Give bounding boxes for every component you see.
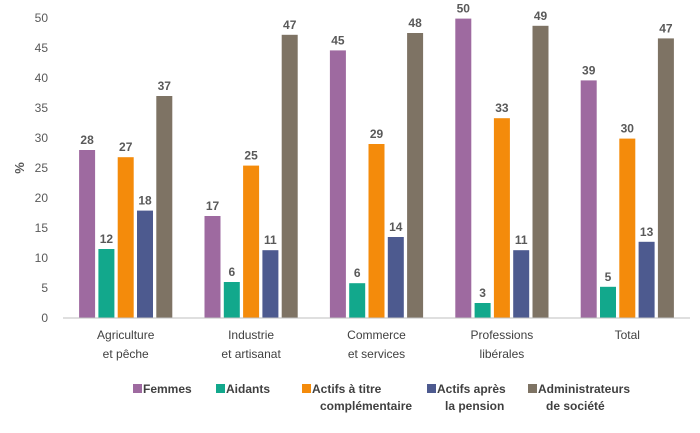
bar [329,50,346,319]
y-tick-label: 10 [35,251,49,265]
bar [98,249,115,318]
legend-label: Aidants [226,382,270,396]
data-label: 45 [331,33,345,47]
bar [657,38,674,319]
data-label: 11 [515,233,528,247]
bar [204,216,221,318]
y-tick-label: 30 [35,131,49,145]
data-label: 39 [582,63,596,77]
bar [349,283,366,318]
y-tick-label: 45 [35,41,49,55]
x-axis: Agriculture et pêche Industrie et artisanat… [97,328,640,361]
data-label: 5 [605,270,612,284]
y-tick-label: 15 [35,221,49,235]
bar [513,250,530,318]
legend-label: complémentaire [320,399,412,413]
legend-label: Administrateurs [538,382,630,396]
data-label: 50 [457,2,471,16]
legend-swatch [302,384,311,393]
y-tick-label: 25 [35,161,49,175]
y-tick-label: 40 [35,71,49,85]
bar [79,150,96,318]
legend-swatch [427,384,436,393]
bar [455,18,472,318]
data-label: 28 [80,133,94,147]
x-tick-label: et pêche [103,347,149,361]
legend-swatch [216,384,225,393]
data-label: 13 [640,225,654,239]
bar [493,118,510,318]
x-tick-label: et artisanat [221,347,281,361]
bar [223,282,240,318]
data-label: 48 [408,16,422,30]
data-label: 11 [264,233,277,247]
x-tick-label: libérales [480,347,525,361]
bars [79,18,674,319]
legend: Femmes Aidants Actifs à titre complémentair… [133,382,630,413]
bar [117,157,134,318]
bar [281,34,298,319]
data-label: 27 [119,140,133,154]
data-label: 33 [495,101,509,115]
x-tick-label: Agriculture [97,328,155,342]
data-label: 29 [370,127,384,141]
bar [580,80,597,319]
bar [156,96,173,318]
data-label: 6 [228,265,235,279]
bar [387,237,404,318]
data-label: 47 [283,18,297,32]
data-labels: 2812271837176251147456291448503331149395… [80,2,672,300]
bar [243,165,260,318]
data-label: 14 [389,220,403,234]
legend-label: Femmes [143,382,192,396]
y-tick-label: 5 [41,281,48,295]
bar [619,138,636,318]
legend-label: Actifs après [437,382,506,396]
legend-swatch [133,384,142,393]
data-label: 12 [100,232,114,246]
bar [407,33,424,318]
data-label: 18 [138,194,152,208]
bar [474,303,491,318]
legend-label: de société [546,399,605,413]
legend-label: Actifs à titre [312,382,382,396]
x-tick-label: Professions [471,328,534,342]
data-label: 49 [534,9,548,23]
y-axis: 0 5 10 15 20 25 30 35 40 45 50 [35,11,49,325]
y-tick-label: 0 [41,311,48,325]
x-tick-label: Industrie [228,328,274,342]
y-tick-label: 20 [35,191,49,205]
x-tick-label: et services [348,347,405,361]
y-axis-label: % [12,162,27,174]
data-label: 47 [659,21,673,35]
legend-label: la pension [445,399,504,413]
x-tick-label: Commerce [347,328,406,342]
bar [262,250,279,318]
y-tick-label: 50 [35,11,49,25]
legend-swatch [528,384,537,393]
data-label: 30 [621,122,635,136]
data-label: 25 [244,149,258,163]
bar [532,25,549,319]
bar [600,286,616,318]
data-label: 17 [206,199,220,213]
y-tick-label: 35 [35,101,49,115]
data-label: 3 [479,286,486,300]
bar [638,241,655,318]
data-label: 6 [354,266,361,280]
x-tick-label: Total [615,328,640,342]
bar [137,210,153,318]
bar [368,144,385,318]
data-label: 37 [158,79,172,93]
